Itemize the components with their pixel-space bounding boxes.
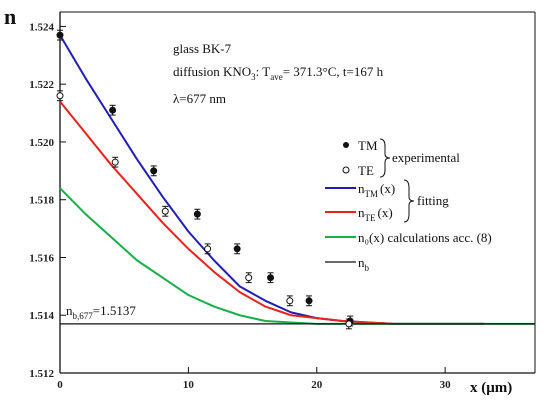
y-tick-label: 1.512 [29,368,54,380]
te-data-point [245,274,253,282]
te-data-point [204,245,212,253]
y-tick-label: 1.516 [29,252,54,264]
legend-tm-label: TM [358,138,378,153]
te-data-point [286,297,294,305]
legend-nb-label: nb [358,255,370,273]
x-tick-label: 30 [440,379,452,391]
x-axis-label: x (μm) [470,380,512,396]
te-data-point [161,207,169,215]
te-data-point [111,158,119,166]
y-tick-label: 1.522 [29,79,54,91]
legend-te-fit-label: nTE (x) [358,205,393,223]
x-tick-label: 0 [57,379,63,391]
legend-fitting-brace [403,179,415,223]
legend-calc-label: n₀(x) calculations acc. (8) [358,230,492,245]
y-tick-label: 1.524 [29,21,54,33]
te-data-point [56,92,64,100]
legend-te-label: TE [358,163,374,178]
tm-data-point [56,31,64,39]
x-tick-label: 10 [183,379,195,391]
legend-tm-fit-label: nTM (x) [358,181,395,199]
legend-experimental-brace [379,138,391,178]
annotation-glass: glass BK-7 [173,41,232,56]
tm-data-point [109,106,117,114]
tm-data-point [267,274,275,282]
annotation-diffusion: diffusion KNO3: Tave= 371.3°C, t=167 h [173,64,384,82]
x-tick-label: 20 [311,379,323,391]
tm-data-point [150,167,158,175]
legend-fitting-label: fitting [417,193,449,208]
legend-experimental-label: experimental [392,150,460,165]
te-fit-line [59,100,484,325]
legend-te-marker [342,166,350,174]
y-tick-label: 1.514 [29,310,54,322]
y-tick-label: 1.518 [29,195,54,207]
tm-data-point [233,245,241,253]
te-data-point [345,320,353,328]
legend-tm-marker [343,142,349,148]
legend: TM TE experimental nTM (x) nTE (x) fitting… [325,138,492,273]
annotation-wavelength: λ=677 nm [173,91,226,106]
tm-data-point [193,210,201,218]
nb-value-label: nb,677=1.5137 [66,303,136,321]
y-tick-label: 1.520 [29,137,54,149]
y-axis-label: n [4,4,16,29]
tm-data-point [305,297,313,305]
